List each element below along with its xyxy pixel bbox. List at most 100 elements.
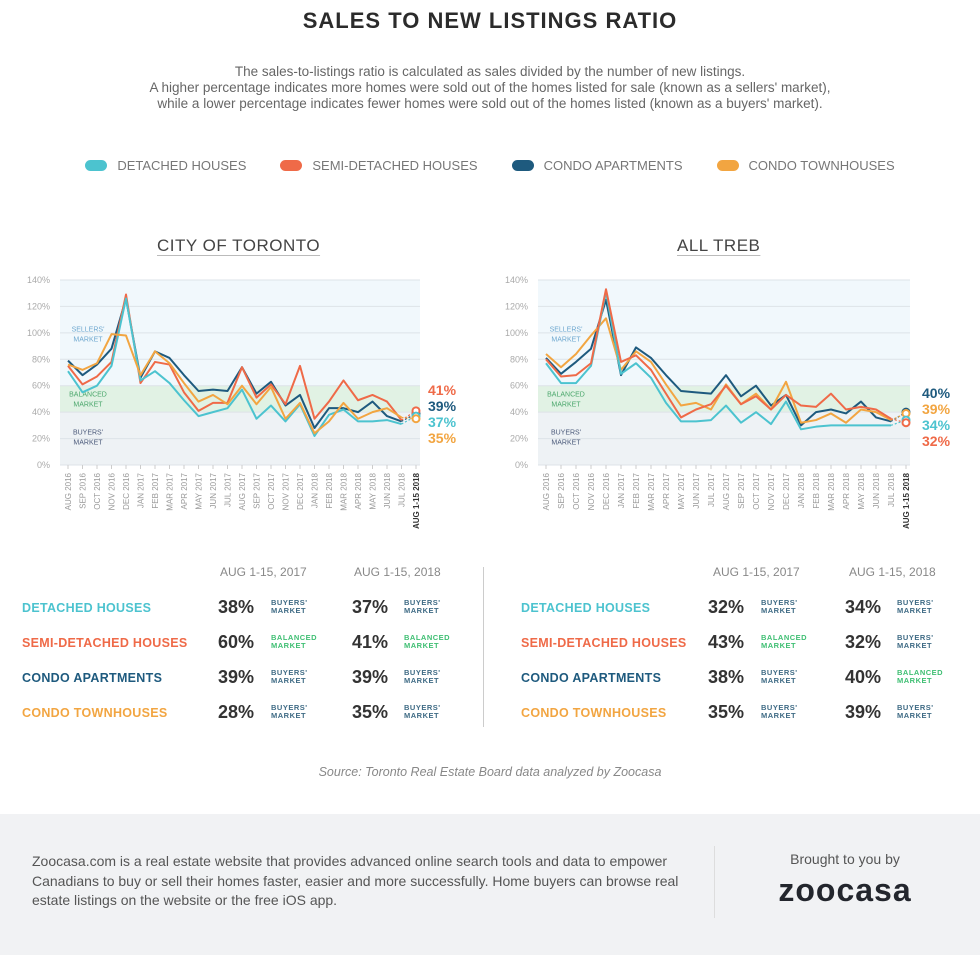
x-tick-label: AUG 2016 <box>542 472 551 510</box>
x-tick-label: JAN 2018 <box>311 472 320 508</box>
y-tick-label: 140% <box>505 275 528 285</box>
market-badge-2017: BALANCEDMARKET <box>271 634 317 650</box>
series-endpoint <box>903 419 910 426</box>
x-tick-label: MAY 2018 <box>857 472 866 509</box>
end-value-label: 34% <box>922 417 950 433</box>
column-header-2018: AUG 1-15, 2018 <box>354 565 441 579</box>
end-value-label: 39% <box>922 401 950 417</box>
table-divider <box>483 567 484 727</box>
toronto-chart: 0%20%40%60%80%100%120%140%SELLERS'MARKET… <box>10 270 480 540</box>
value-2017: 39% <box>218 667 254 688</box>
market-badge-2017: BALANCEDMARKET <box>761 634 807 650</box>
chart-title-toronto: CITY OF TORONTO <box>157 236 320 256</box>
market-badge-2017: BUYERS'MARKET <box>271 669 308 685</box>
legend-label: DETACHED HOUSES <box>117 158 246 173</box>
treb-chart: 0%20%40%60%80%100%120%140%SELLERS'MARKET… <box>490 270 970 540</box>
buyers-market-label: MARKET <box>551 440 581 447</box>
x-tick-label: DEC 2016 <box>602 472 611 509</box>
x-tick-label: MAR 2018 <box>827 472 836 510</box>
x-tick-label: JUL 2017 <box>707 472 716 507</box>
row-label: SEMI-DETACHED HOUSES <box>22 636 188 650</box>
value-2017: 35% <box>708 702 744 723</box>
end-value-label: 41% <box>428 382 456 398</box>
x-tick-label: JAN 2017 <box>617 472 626 508</box>
value-2017: 43% <box>708 632 744 653</box>
y-tick-label: 60% <box>510 381 528 391</box>
row-label: DETACHED HOUSES <box>521 601 650 615</box>
y-tick-label: 100% <box>27 328 50 338</box>
value-2018: 37% <box>352 597 388 618</box>
market-badge-2018: BALANCEDMARKET <box>897 669 943 685</box>
description: The sales-to-listings ratio is calculate… <box>0 64 980 112</box>
value-2017: 32% <box>708 597 744 618</box>
buyers-market-label: MARKET <box>73 440 103 447</box>
x-tick-label: FEB 2018 <box>812 472 821 508</box>
description-line: The sales-to-listings ratio is calculate… <box>0 64 980 80</box>
column-header-2017: AUG 1-15, 2017 <box>220 565 307 579</box>
legend: DETACHED HOUSES SEMI-DETACHED HOUSES CONDO… <box>0 158 980 173</box>
y-tick-label: 40% <box>510 407 528 417</box>
source-note: Source: Toronto Real Estate Board data a… <box>0 765 980 779</box>
zoocasa-logo[interactable]: zoocasa <box>740 872 950 909</box>
y-tick-label: 120% <box>505 301 528 311</box>
row-label: CONDO TOWNHOUSES <box>22 706 168 720</box>
x-tick-label: APR 2018 <box>354 472 363 509</box>
legend-label: CONDO TOWNHOUSES <box>749 158 895 173</box>
series-endpoint <box>413 415 420 422</box>
x-tick-label: OCT 2016 <box>572 472 581 509</box>
x-tick-label: NOV 2017 <box>767 472 776 510</box>
market-badge-2017: BUYERS'MARKET <box>271 599 308 615</box>
market-badge-2018: BUYERS'MARKET <box>404 599 441 615</box>
end-value-label: 37% <box>428 414 456 430</box>
x-tick-label: SEP 2016 <box>557 472 566 508</box>
y-tick-label: 100% <box>505 328 528 338</box>
balanced-market-label: MARKET <box>551 401 581 408</box>
buyers-market-label: BUYERS' <box>73 430 103 437</box>
x-tick-label: OCT 2017 <box>752 472 761 509</box>
legend-item: DETACHED HOUSES <box>85 158 246 173</box>
sellers-market-label: MARKET <box>551 337 581 344</box>
legend-swatch-icon <box>85 160 107 171</box>
y-tick-label: 60% <box>32 381 50 391</box>
value-2018: 35% <box>352 702 388 723</box>
value-2017: 60% <box>218 632 254 653</box>
description-line: A higher percentage indicates more homes… <box>0 80 980 96</box>
value-2018: 41% <box>352 632 388 653</box>
footer: Zoocasa.com is a real estate website tha… <box>0 814 980 955</box>
end-value-label: 35% <box>428 430 456 446</box>
legend-swatch-icon <box>280 160 302 171</box>
x-tick-label: APR 2017 <box>180 472 189 509</box>
end-value-label: 32% <box>922 433 950 449</box>
market-badge-2018: BUYERS'MARKET <box>897 634 934 650</box>
y-tick-label: 0% <box>515 460 528 470</box>
x-tick-label: MAR 2017 <box>166 472 175 510</box>
x-tick-label: NOV 2016 <box>108 472 117 510</box>
market-badge-2017: BUYERS'MARKET <box>761 704 798 720</box>
x-tick-label: DEC 2016 <box>122 472 131 509</box>
x-tick-label: OCT 2016 <box>93 472 102 509</box>
sellers-market-label: SELLERS' <box>72 327 105 334</box>
market-badge-2018: BUYERS'MARKET <box>897 599 934 615</box>
end-value-label: 39% <box>428 398 456 414</box>
x-tick-label: JUL 2018 <box>887 472 896 507</box>
buyers-market-label: BUYERS' <box>551 430 581 437</box>
column-header-2018: AUG 1-15, 2018 <box>849 565 936 579</box>
x-tick-label: OCT 2017 <box>267 472 276 509</box>
y-tick-label: 140% <box>27 275 50 285</box>
value-2018: 39% <box>845 702 881 723</box>
x-tick-label: JUN 2017 <box>692 472 701 508</box>
x-tick-label: JUN 2018 <box>872 472 881 508</box>
x-tick-label: JUL 2018 <box>398 472 407 507</box>
brought-to-you-by: Brought to you by <box>740 851 950 867</box>
x-tick-label: NOV 2017 <box>282 472 291 510</box>
y-tick-label: 0% <box>37 460 50 470</box>
legend-item: SEMI-DETACHED HOUSES <box>280 158 477 173</box>
market-badge-2017: BUYERS'MARKET <box>761 599 798 615</box>
sellers-market-label: SELLERS' <box>550 327 583 334</box>
value-2018: 39% <box>352 667 388 688</box>
y-tick-label: 80% <box>510 354 528 364</box>
legend-swatch-icon <box>512 160 534 171</box>
x-tick-label: SEP 2017 <box>253 472 262 508</box>
x-tick-label: MAY 2017 <box>195 472 204 509</box>
x-tick-label: SEP 2016 <box>79 472 88 508</box>
